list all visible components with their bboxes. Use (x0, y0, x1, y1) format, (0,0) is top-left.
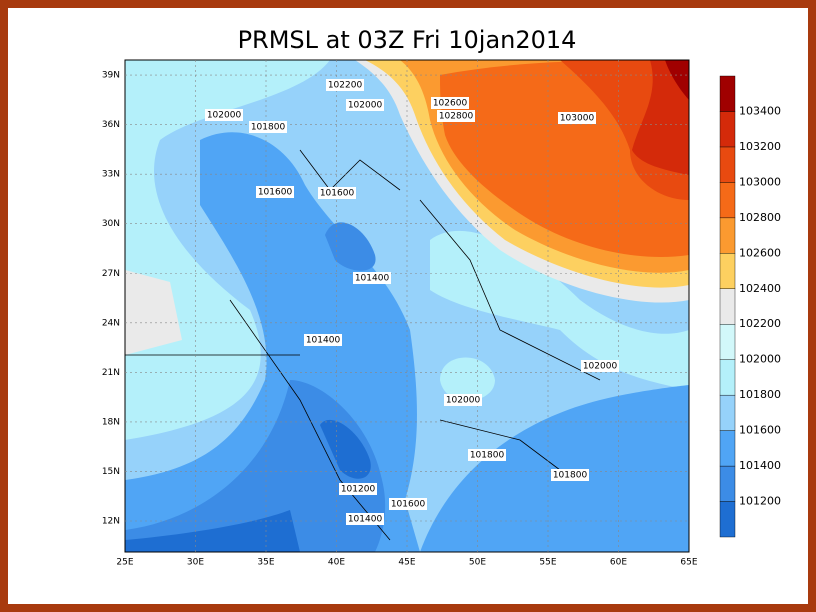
colorbar-swatch (719, 465, 736, 502)
colorbar-label: 101800 (739, 388, 781, 401)
contour-label-bg (431, 97, 469, 109)
contour-label-bg (389, 498, 427, 510)
contour-label-bg (551, 469, 589, 481)
colorbar-label: 102800 (739, 211, 781, 224)
colorbar-label: 101600 (739, 424, 781, 437)
colorbar-label: 103400 (739, 104, 781, 117)
lat-tick-label: 39N (102, 71, 120, 81)
colorbar-swatch (719, 324, 736, 360)
colorbar-swatch (719, 111, 736, 148)
colorbar-swatch (719, 359, 736, 396)
lon-tick-label: 35E (257, 558, 274, 568)
colorbar-label: 102600 (739, 246, 781, 259)
contour-label-bg (346, 513, 384, 525)
field-zone (125, 380, 386, 552)
contour-label: 102000 (348, 101, 383, 111)
contour-label: 101600 (391, 500, 426, 510)
colorbar-label: 102400 (739, 282, 781, 295)
contour-label: 102800 (439, 112, 474, 122)
lon-tick-label: 45E (398, 558, 415, 568)
colorbar-label: 101200 (739, 495, 781, 508)
lat-tick-label: 24N (102, 318, 120, 328)
contour-label-bg (437, 110, 475, 122)
field-zone (420, 385, 689, 552)
contour-label-bg (304, 334, 342, 346)
lon-tick-label: 55E (539, 558, 556, 568)
colorbar-swatch (719, 394, 736, 431)
lat-tick-label: 27N (102, 269, 120, 279)
contour-label-bg (326, 79, 364, 91)
lat-tick-label: 30N (102, 219, 120, 229)
colorbar-swatch (719, 253, 736, 289)
contour-label-bg (581, 360, 619, 372)
lon-tick-label: 25E (116, 558, 133, 568)
lat-tick-label: 21N (102, 368, 120, 378)
colorbar-swatch (719, 75, 736, 112)
contour-label: 103000 (560, 114, 595, 124)
field-zone (125, 60, 330, 440)
contour-label-bg (346, 99, 384, 111)
contour-label-bg (339, 483, 377, 495)
contour-label-bg (558, 112, 596, 124)
field-zone (125, 510, 300, 552)
contour-label: 102200 (328, 81, 363, 91)
field-zone (325, 222, 376, 271)
contour-label: 102000 (207, 111, 242, 121)
contour-label-bg (444, 394, 482, 406)
lon-tick-label: 30E (187, 558, 204, 568)
colorbar-swatch (719, 146, 736, 183)
lat-tick-label: 12N (102, 517, 120, 527)
contour-label: 101200 (341, 485, 376, 495)
field-zone (665, 60, 689, 100)
contour-label: 101800 (470, 451, 505, 461)
pressure-field (125, 60, 689, 552)
colorbar-swatch (719, 182, 736, 219)
field-zone (125, 270, 182, 355)
coastline (125, 149, 601, 541)
contour-label: 102000 (583, 362, 618, 372)
field-zone (430, 230, 689, 390)
colorbar-swatch (719, 288, 736, 325)
colorbar-label: 103000 (739, 175, 781, 188)
contour-label: 101400 (348, 515, 383, 525)
colorbar-label: 102200 (739, 317, 781, 330)
contour-label: 101600 (258, 188, 293, 198)
contour-label: 101400 (306, 336, 341, 346)
contour-label-bg (205, 109, 243, 121)
contour-label-bg (353, 272, 391, 284)
contour-label: 102600 (433, 99, 468, 109)
contour-label: 102000 (446, 396, 481, 406)
field-zone (440, 357, 495, 401)
lon-tick-label: 40E (328, 558, 345, 568)
lat-tick-label: 15N (102, 467, 120, 477)
lat-tick-label: 36N (102, 120, 120, 130)
colorbar-swatch (719, 430, 736, 467)
contour-label: 101600 (320, 189, 355, 199)
lat-tick-label: 33N (102, 170, 120, 180)
title: PRMSL at 03Z Fri 10jan2014 (238, 26, 577, 54)
colorbar-label: 102000 (739, 353, 781, 366)
contour-label: 101800 (553, 471, 588, 481)
field-zone (632, 60, 689, 175)
contour-label-bg (318, 187, 356, 199)
contour-label-bg (468, 449, 506, 461)
contour-label: 101800 (251, 123, 286, 133)
contour-label: 101400 (355, 274, 390, 284)
lon-tick-label: 50E (469, 558, 486, 568)
field-zone (320, 419, 371, 479)
contour-label-bg (249, 121, 287, 133)
colorbar-label: 101400 (739, 459, 781, 472)
lon-tick-label: 60E (610, 558, 627, 568)
lat-tick-label: 18N (102, 417, 120, 427)
lon-tick-label: 65E (680, 558, 697, 568)
colorbar-swatch (719, 501, 736, 538)
contour-label-bg (256, 186, 294, 198)
colorbar-swatch (719, 217, 736, 254)
colorbar-label: 103200 (739, 140, 781, 153)
